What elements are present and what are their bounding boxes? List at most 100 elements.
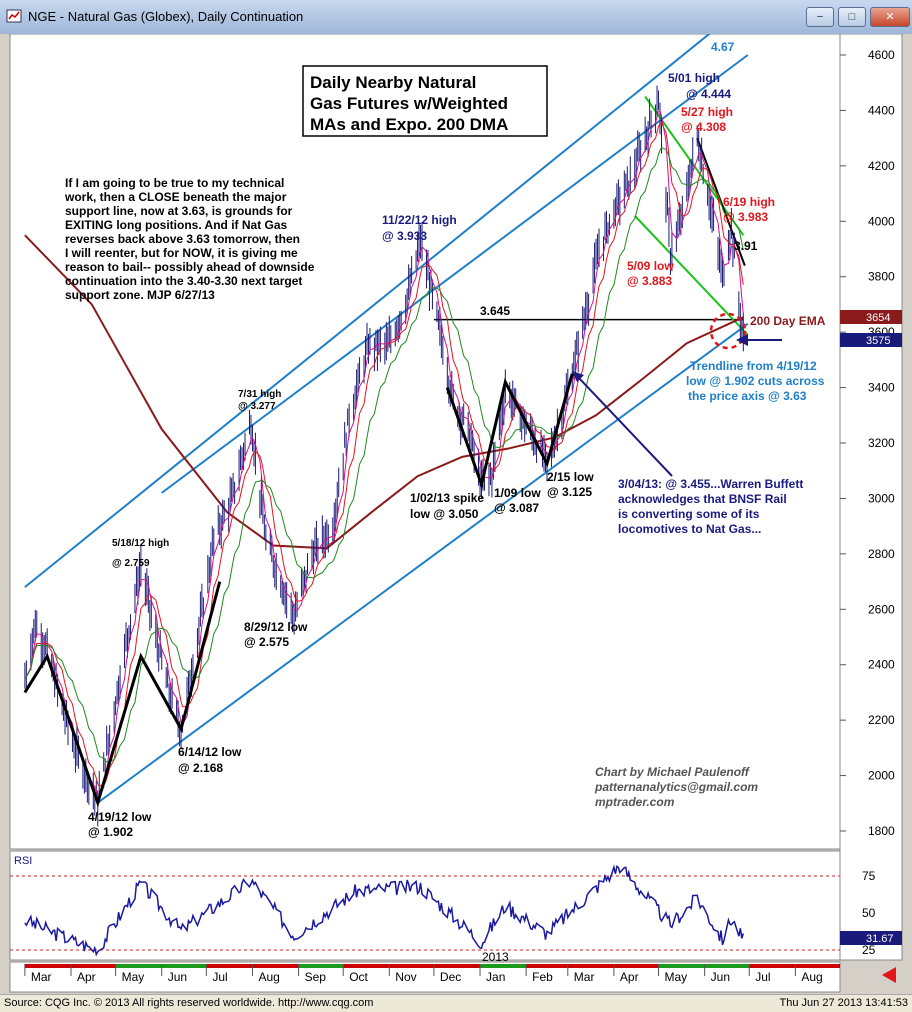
annotation-0614-low: 6/14/12 low [178, 745, 242, 759]
annotation-0109-low: 1/09 low [494, 486, 541, 500]
scroll-right-arrow-icon[interactable] [882, 967, 896, 983]
price-axis-tick-label: 4400 [868, 103, 895, 117]
price-axis-tick-label: 4000 [868, 214, 895, 228]
rsi-line [24, 864, 745, 957]
rsi-axis-tick-label: 50 [862, 906, 876, 920]
time-band [704, 964, 750, 968]
time-band [206, 964, 253, 968]
channel-upper-line [24, 32, 712, 588]
commentary-line: support line, now at 3.63, is grounds fo… [65, 204, 293, 218]
time-axis-month-label: Jul [212, 970, 227, 984]
annotation-391: 3.91 [734, 239, 758, 253]
time-band [298, 964, 344, 968]
ma-mid-line [24, 122, 744, 787]
annotation-trendline-2: low @ 1.902 cuts across [686, 374, 825, 388]
annotation-0731-high: 7/31 high [238, 389, 281, 400]
chart-title-box: Daily Nearby Natural Gas Futures w/Weigh… [302, 65, 548, 137]
price-axis-tick-label: 2000 [868, 769, 895, 783]
price-axis-tick-label: 1800 [868, 824, 895, 838]
time-axis-month-label: Sep [305, 970, 327, 984]
commentary-line: reason to bail-- possibly ahead of downs… [65, 260, 315, 274]
rsi-title: RSI [14, 855, 32, 867]
time-band [613, 964, 659, 968]
price-label-current: 3575 [840, 333, 902, 347]
annotation-0614-low-value: @ 2.168 [178, 761, 223, 775]
time-axis-month-label: Oct [349, 970, 368, 984]
title-line-1: Daily Nearby Natural [310, 73, 476, 92]
status-bar: Source: CQG Inc. © 2013 All rights reser… [0, 994, 912, 1012]
annotation-0509-low: 5/09 low [627, 259, 674, 273]
annotation-0527-high: 5/27 high [681, 105, 733, 119]
annotation-0518-high-value: @ 2.759 [112, 558, 150, 569]
ma-fast-line [24, 110, 744, 798]
trendline-0419 [97, 323, 749, 804]
commentary-line: EXITING long positions. And if Nat Gas [65, 218, 288, 232]
annotation-0829-low-value: @ 2.575 [244, 635, 289, 649]
annotation-0527-high-value: @ 4.308 [681, 120, 726, 134]
price-axis-tick-label: 4200 [868, 159, 895, 173]
annotation-0829-low: 8/29/12 low [244, 620, 308, 634]
rsi-current-label: 31.67 [840, 931, 902, 945]
time-axis-month-label: Jun [168, 970, 187, 984]
restore-button[interactable]: □ [838, 7, 866, 27]
annotation-trendline-3: the price axis @ 3.63 [688, 389, 807, 403]
chart-credit-2: patternanalytics@gmail.com [594, 780, 758, 794]
arrow-to-current [736, 334, 782, 346]
commentary-line: continuation into the 3.40-3.30 next tar… [65, 274, 302, 288]
time-band [70, 964, 116, 968]
annotation-0102-spike-value: low @ 3.050 [410, 507, 479, 521]
title-line-3: MAs and Expo. 200 DMA [310, 115, 508, 134]
time-band [433, 964, 481, 968]
price-axis-tick-label: 2800 [868, 547, 895, 561]
time-band [526, 964, 568, 968]
price-chart: 1800200022002400260028003000320034003600… [0, 32, 912, 994]
commentary-line: If I am going to be true to my technical [65, 176, 284, 190]
annotation-0501-high: 5/01 high [668, 71, 720, 85]
rsi-axis-tick-label: 75 [862, 869, 876, 883]
annotation-1122-high-value: @ 3.933 [382, 229, 427, 243]
annotation-0501-high-value: @ 4.444 [686, 87, 731, 101]
annotation-0419-low-value: @ 1.902 [88, 825, 133, 839]
time-axis-month-label: Jun [711, 970, 730, 984]
annotation-3645: 3.645 [480, 304, 510, 318]
annotation-buffett-1: 3/04/13: @ 3.455...Warren Buffett [618, 477, 803, 491]
arrow-buffett [572, 371, 673, 477]
time-axis-month-label: Apr [620, 970, 639, 984]
annotation-0109-low-value: @ 3.087 [494, 501, 539, 515]
time-axis-month-label: May [665, 970, 688, 984]
annotation-0619-high: 6/19 high [723, 195, 775, 209]
price-axis-tick-label: 3800 [868, 270, 895, 284]
time-band [795, 964, 840, 968]
minimize-button[interactable]: − [806, 7, 834, 27]
time-band [24, 964, 71, 968]
time-band [389, 964, 434, 968]
time-axis-month-label: Feb [532, 970, 553, 984]
time-axis-month-label: Apr [77, 970, 96, 984]
pattern-zigzag-2013 [445, 373, 574, 490]
time-axis-month-label: Jan [486, 970, 505, 984]
price-axis-tick-label: 3200 [868, 436, 895, 450]
price-axis [839, 33, 903, 961]
pattern-zigzag-2012 [23, 581, 222, 808]
annotation-trendline-1: Trendline from 4/19/12 [690, 359, 817, 373]
annotation-buffett-3: is converting some of its [618, 507, 760, 521]
channel-mid-line [161, 54, 749, 494]
time-band [343, 964, 390, 968]
time-axis-month-label: Dec [440, 970, 461, 984]
commentary-line: support zone. MJP 6/27/13 [65, 288, 215, 302]
rsi-panel [9, 850, 841, 961]
time-axis-month-label: Mar [574, 970, 595, 984]
annotation-0215-low-value: @ 3.125 [547, 485, 592, 499]
price-axis-tick-label: 3400 [868, 381, 895, 395]
commentary-line: work, then a CLOSE beneath the major [64, 190, 287, 204]
time-axis-month-label: Nov [395, 970, 416, 984]
price-label-ema: 3654 [840, 310, 902, 324]
annotation-0419-low: 4/19/12 low [88, 810, 152, 824]
status-timestamp: Thu Jun 27 2013 13:41:53 [779, 997, 908, 1009]
chart-credit-1: Chart by Michael Paulenoff [595, 765, 750, 779]
commentary-line: reverses back above 3.63 tomorrow, then [65, 232, 300, 246]
time-axis-month-label: Aug [258, 970, 279, 984]
annotation-200-day-ema: 200 Day EMA [750, 314, 826, 328]
close-button[interactable]: ✕ [870, 7, 910, 27]
time-axis-month-label: Jul [755, 970, 770, 984]
